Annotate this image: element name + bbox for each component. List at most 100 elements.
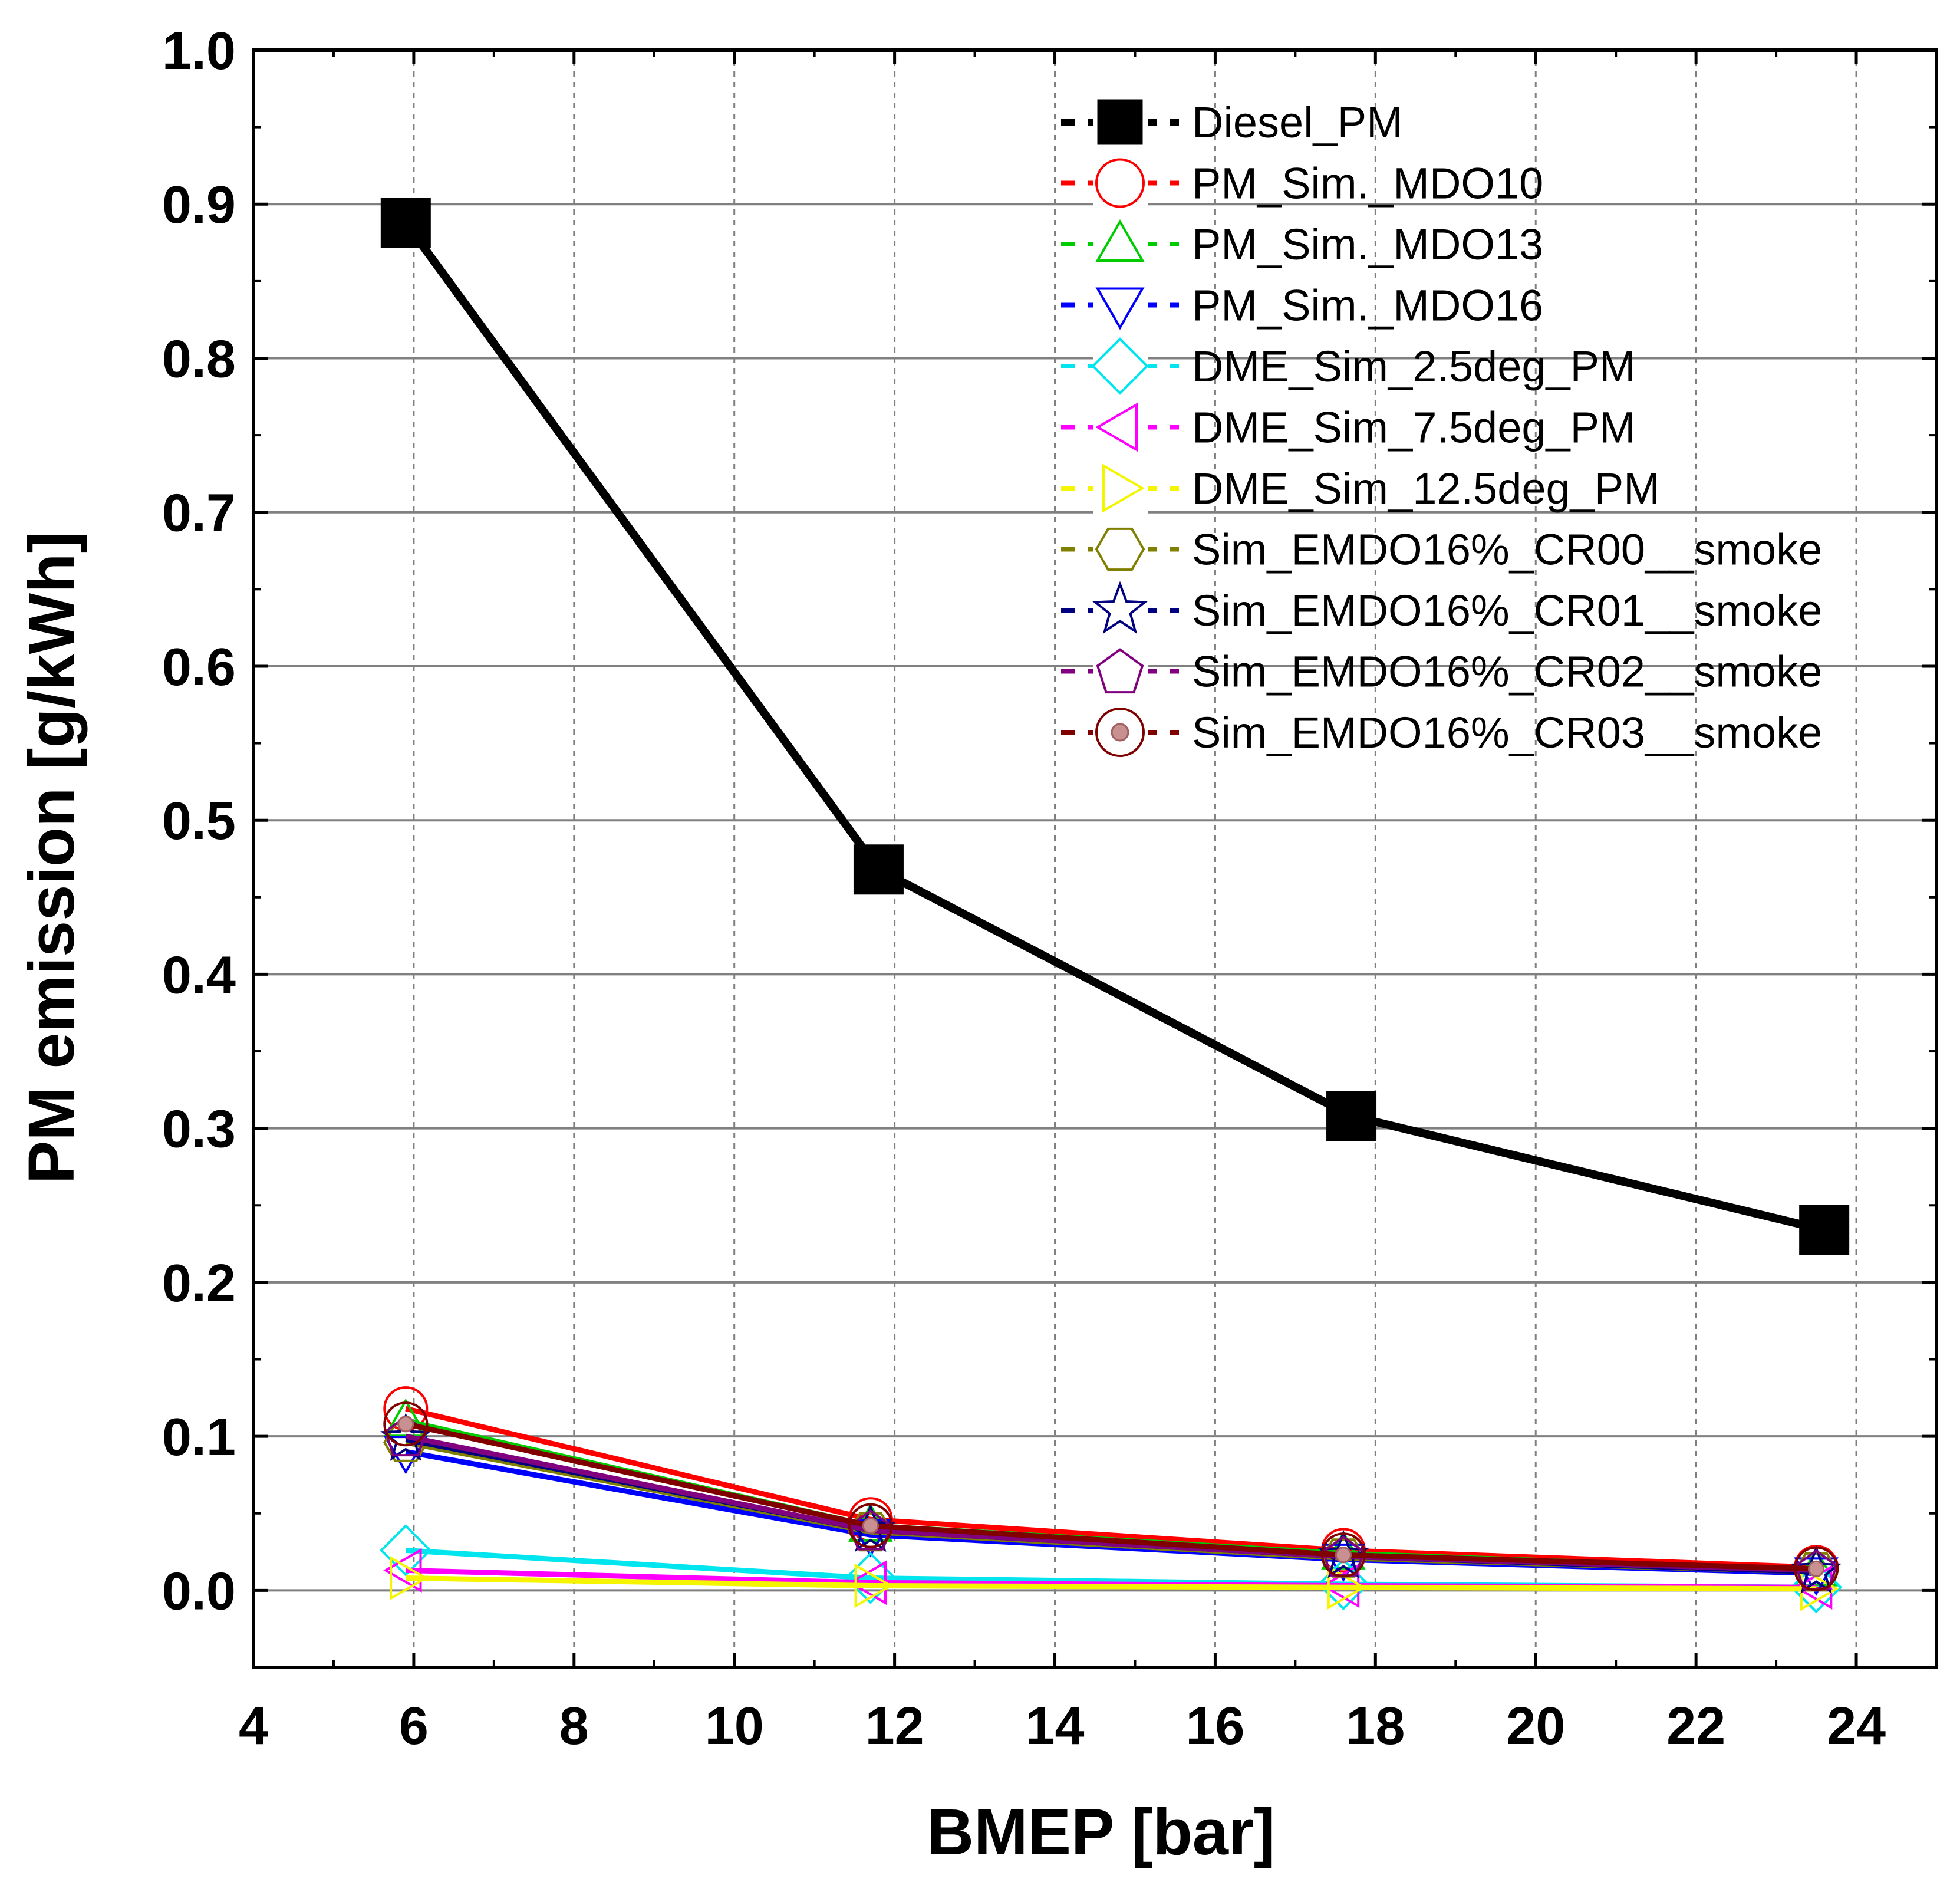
legend-marker: [1102, 463, 1145, 513]
legend-marker: [1092, 581, 1148, 634]
series-PM_Sim._MDO13: [383, 1398, 1839, 1587]
frame-layer: [252, 48, 1938, 1669]
legend-item: Sim_EMDO16%_CR02__smoke: [1061, 644, 1822, 699]
x-axis-title: BMEP [bar]: [927, 1796, 1276, 1868]
legend-item: Sim_EMDO16%_CR01__smoke: [1061, 581, 1822, 637]
legend-item: PM_Sim._MDO10: [1061, 156, 1543, 210]
x-tick-label: 24: [1827, 1697, 1886, 1756]
legend-swatch-bg: [1093, 400, 1148, 455]
y-axis-title: PM emission [g/kWh]: [15, 532, 88, 1184]
series-line: [405, 1421, 1817, 1572]
legend-swatch-bg: [1093, 583, 1148, 637]
legend-marker: [1095, 708, 1145, 757]
legend-item: PM_Sim._MDO13: [1061, 217, 1543, 271]
legend-label: PM_Sim._MDO10: [1192, 159, 1543, 208]
y-tick-label: 0.2: [162, 1254, 236, 1313]
series-line: [402, 220, 1826, 1234]
series-PM_Sim._MDO16: [383, 1436, 1839, 1596]
legend-item: Sim_EMDO16%_CR00__smoke: [1061, 522, 1822, 577]
legend-label: PM_Sim._MDO16: [1192, 281, 1543, 330]
y-tick-label: 0.8: [162, 330, 236, 389]
legend-swatch-bg: [1093, 339, 1148, 393]
data-point: [380, 1524, 432, 1577]
legend-marker: [1097, 99, 1143, 145]
legend-item: Diesel_PM: [1061, 95, 1403, 149]
legend-label: Sim_EMDO16%_CR02__smoke: [1192, 647, 1822, 696]
legend-label: DME_Sim_2.5deg_PM: [1192, 342, 1636, 391]
data-point: [1794, 1546, 1839, 1591]
data-point-ring: [848, 1503, 893, 1548]
data-point: [854, 1563, 893, 1608]
legend: Diesel_PM PM_Sim._MDO10 PM_Sim._MDO13 PM_Si…: [1061, 95, 1822, 759]
legend-swatch-bg: [1093, 278, 1148, 333]
legend-swatch-bg: [1093, 156, 1148, 210]
data-point: [383, 1401, 429, 1447]
legend-swatch-bg: [1093, 522, 1148, 577]
x-tick-label: 4: [239, 1697, 268, 1756]
data-point: [1793, 1565, 1833, 1610]
data-point-dot: [862, 1517, 879, 1534]
data-point-dot: [1807, 1560, 1825, 1577]
data-point: [1800, 1567, 1839, 1611]
legend-swatch-bg: [1093, 461, 1148, 515]
y-tick-label: 0.0: [162, 1562, 236, 1621]
data-point-dot: [397, 1416, 414, 1433]
legend-swatch-bg: [1093, 644, 1148, 699]
tick-labels: 0.0 0.1 0.2 0.3 0.4 0.5 0.6 0.7 0.8 0.9 1.0 4 6 8 10 12…: [162, 22, 1886, 1756]
legend-marker: [1095, 287, 1145, 330]
data-point: [853, 844, 904, 895]
series-layer: [380, 198, 1850, 1614]
legend-item: Sim_EMDO16%_CR03__smoke: [1061, 705, 1822, 759]
data-point: [848, 1503, 893, 1548]
legend-item: PM_Sim._MDO16: [1061, 278, 1543, 333]
x-tick-label: 10: [705, 1697, 764, 1756]
legend-marker: [1095, 219, 1145, 262]
series-line: [405, 1406, 1817, 1570]
plot-frame: [252, 48, 1938, 1669]
series-line: [406, 1575, 1817, 1592]
legend-label: Sim_EMDO16%_CR01__smoke: [1192, 586, 1822, 635]
data-point-ring: [1320, 1532, 1366, 1578]
legend-label: PM_Sim._MDO13: [1192, 220, 1543, 269]
legend-label: DME_Sim_7.5deg_PM: [1192, 403, 1636, 452]
legend-marker: [1095, 402, 1138, 452]
data-point: [383, 1548, 422, 1593]
x-tick-label: 16: [1185, 1697, 1244, 1756]
data-point-dot: [1335, 1547, 1352, 1564]
x-tick-label: 14: [1025, 1697, 1084, 1756]
data-point: [1326, 1091, 1377, 1141]
legend-marker-dot: [1111, 723, 1129, 742]
y-tick-label: 0.3: [162, 1100, 236, 1159]
legend-marker-ring: [1095, 708, 1145, 757]
data-point: [380, 1413, 431, 1462]
legend-marker: [1096, 648, 1144, 694]
series-line: [405, 1440, 1817, 1575]
series-Sim_EMDO16%_CR03__smoke: [383, 1401, 1839, 1591]
legend-label: Sim_EMDO16%_CR03__smoke: [1192, 708, 1822, 757]
data-point: [1321, 1531, 1366, 1570]
x-tick-label: 18: [1346, 1697, 1405, 1756]
y-tick-label: 0.4: [162, 946, 236, 1005]
legend-swatch-bg: [1093, 217, 1148, 271]
legend-item: DME_Sim_12.5deg_PM: [1061, 461, 1660, 515]
legend-item: DME_Sim_7.5deg_PM: [1061, 400, 1636, 455]
x-tick-label: 8: [559, 1697, 589, 1756]
data-point: [1799, 1205, 1850, 1255]
x-tick-label: 22: [1666, 1697, 1725, 1756]
data-point: [380, 198, 431, 248]
legend-marker: [1091, 337, 1149, 395]
legend-label: DME_Sim_12.5deg_PM: [1192, 464, 1660, 513]
legend-marker: [1095, 527, 1145, 571]
x-tick-label: 20: [1506, 1697, 1565, 1756]
legend-label: Diesel_PM: [1192, 98, 1403, 147]
y-tick-label: 0.1: [162, 1408, 236, 1467]
x-tick-label: 12: [865, 1697, 924, 1756]
legend-item: DME_Sim_2.5deg_PM: [1061, 337, 1636, 395]
legend-marker: [1095, 158, 1145, 208]
y-tick-label: 0.6: [162, 638, 236, 697]
legend-label: Sim_EMDO16%_CR00__smoke: [1192, 525, 1822, 574]
y-tick-label: 0.9: [162, 176, 236, 235]
y-tick-label: 1.0: [162, 22, 236, 81]
